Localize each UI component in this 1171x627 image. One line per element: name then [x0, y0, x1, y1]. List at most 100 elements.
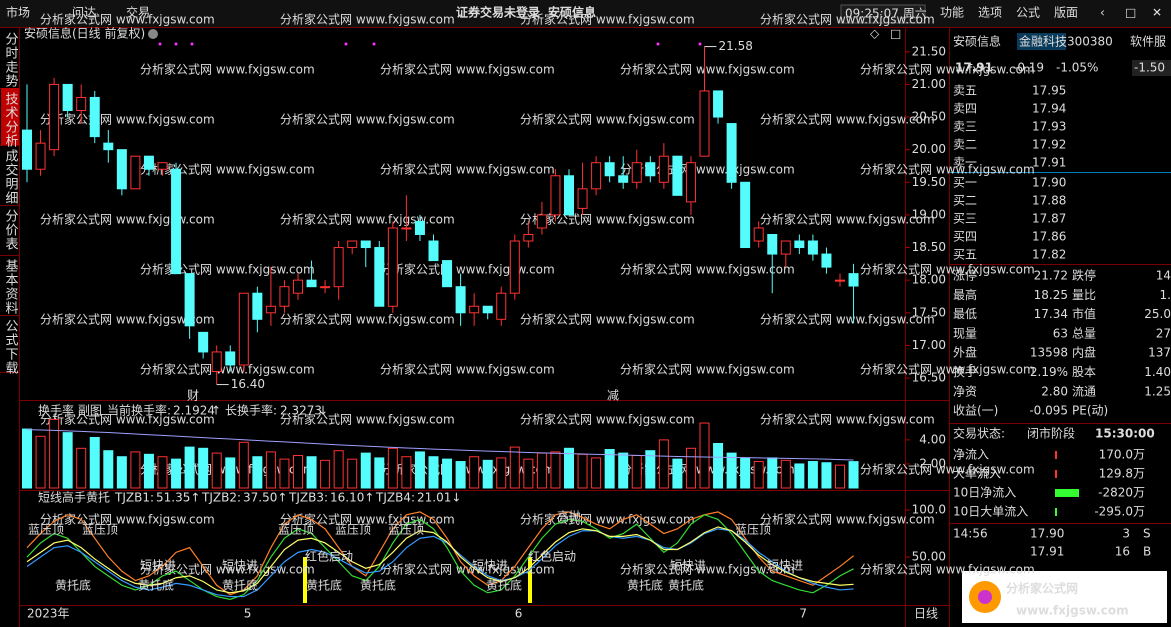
turnover-bar [469, 456, 480, 489]
candle-body [713, 90, 724, 118]
flow-label: 10日净流入 [953, 486, 1016, 500]
turnover-bar [89, 436, 100, 489]
chart-option-icon[interactable]: □ [890, 27, 901, 41]
side-tab[interactable]: 基本资料 [3, 259, 19, 315]
candle-body [672, 155, 683, 196]
candle-body [22, 129, 32, 170]
legend-value: 51.35↑ [156, 491, 200, 505]
turnover-bar [103, 450, 114, 489]
candle-body [360, 240, 371, 249]
signal-dot [190, 42, 194, 46]
legend-name: TJZB4: [375, 491, 415, 505]
stat-value: 27 [1156, 326, 1171, 340]
price-change: -0.19 [1013, 61, 1044, 75]
flow-value: 170.0万 [1099, 448, 1145, 462]
turnover-bar [360, 452, 371, 489]
tool-menu[interactable]: 选项 [978, 6, 1002, 20]
book-price: 17.86 [1032, 230, 1066, 244]
candle-body [767, 233, 778, 255]
logo-name: 分析家公式网 [1006, 581, 1078, 596]
turnover-bar [523, 458, 534, 489]
watermark: 分析家公式网 www.fxjgsw.com [860, 62, 1035, 77]
turnover-bar [618, 452, 629, 489]
candle-body [143, 155, 154, 170]
indicator-line [26, 511, 854, 596]
close-button[interactable]: ✕ [1152, 6, 1162, 20]
candle-body [645, 162, 656, 177]
turnover-bar [347, 458, 358, 489]
turnover-bar [591, 457, 602, 489]
menu-item[interactable]: 交易 [126, 5, 150, 20]
event-icon[interactable]: 减 [607, 389, 619, 403]
side-tab[interactable]: 成交明细 [3, 149, 19, 205]
turnover-bar [685, 447, 696, 489]
turnover-bar [550, 451, 561, 489]
side-tab[interactable]: 公式下载 [3, 319, 19, 375]
signal-label: 蓝压顶 [278, 523, 314, 537]
turnover-bar [157, 456, 168, 489]
watermark: 分析家公式网 www.fxjgsw.com [380, 62, 555, 77]
stat-label: 总量 [1072, 326, 1096, 340]
candle-body [658, 155, 669, 183]
watermark: 分析家公式网 www.fxjgsw.com [380, 162, 555, 177]
candle-body [523, 233, 534, 242]
watermark: 分析家公式网 www.fxjgsw.com [520, 112, 695, 127]
event-icon[interactable]: 财 [187, 389, 199, 403]
signal-label: 红色启动 [528, 549, 576, 564]
watermark: 分析家公式网 www.fxjgsw.com [140, 62, 315, 77]
stat-value: 137 [1148, 346, 1171, 360]
flow-value: -295.0万 [1094, 505, 1145, 519]
side-tab[interactable]: 分时走势 [3, 32, 19, 88]
stat-label: 跌停 [1072, 268, 1096, 283]
pane-title: 短线高手黄托 [38, 490, 110, 505]
y-tick-label: 100.0 [912, 503, 946, 517]
signal-label: 短快进 [472, 559, 508, 573]
tool-menu[interactable]: 公式 [1016, 6, 1040, 20]
candle-body [577, 188, 588, 209]
turnover-bar [320, 459, 331, 489]
chart-option-icon[interactable]: ◇ [870, 27, 880, 41]
candle-body [482, 305, 493, 314]
stat-label: PE(动) [1072, 404, 1108, 418]
watermark: 分析家公式网 www.fxjgsw.com [520, 312, 695, 327]
chart-title: 安硕信息(日线 前复权) [24, 26, 145, 41]
stat-label: 现量 [953, 326, 977, 340]
side-tab[interactable]: 分价表 [3, 209, 19, 251]
trend-arrow: ↓ [318, 404, 328, 418]
minimize-button[interactable]: ‹ [1100, 6, 1105, 20]
candle-body [171, 168, 182, 275]
signal-label: 黄托底 [486, 578, 522, 593]
peer-change-box [1132, 60, 1171, 76]
tool-menu[interactable]: 功能 [940, 6, 964, 20]
candle-body [401, 227, 412, 230]
signal-label: 短快进 [670, 559, 706, 573]
candle-body [780, 240, 791, 255]
menu-item[interactable]: 问达 [72, 6, 96, 20]
side-tab[interactable]: 技术分析 [3, 92, 19, 148]
turnover-bar [387, 447, 398, 489]
chart-menu-icon[interactable] [148, 29, 158, 39]
candle-body [442, 260, 453, 288]
candle-body [428, 240, 439, 262]
candle-body [49, 83, 60, 151]
restore-button[interactable]: □ [1125, 6, 1136, 20]
low-label: 16.40 [231, 377, 265, 391]
y-tick-label: 50.00 [912, 550, 946, 564]
watermark: 分析家公式网 www.fxjgsw.com [40, 212, 215, 227]
menu-item[interactable]: 市场 [6, 5, 30, 20]
tool-menu[interactable]: 版面 [1054, 6, 1078, 20]
signal-bar [303, 557, 307, 603]
book-price: 17.82 [1032, 248, 1066, 262]
trade-side: B [1143, 545, 1151, 559]
candle-body [157, 162, 168, 170]
candle-body [604, 162, 615, 177]
candle-body [211, 351, 222, 373]
candle-body [333, 247, 344, 288]
pane-title: 换手率 副图 [38, 403, 102, 418]
stat-value: 14 [1156, 269, 1171, 283]
candle-body [279, 286, 290, 307]
turnover-bar [374, 457, 385, 489]
turnover-bar [536, 452, 547, 489]
turnover-bar [225, 457, 236, 489]
turnover-bar [455, 461, 466, 489]
